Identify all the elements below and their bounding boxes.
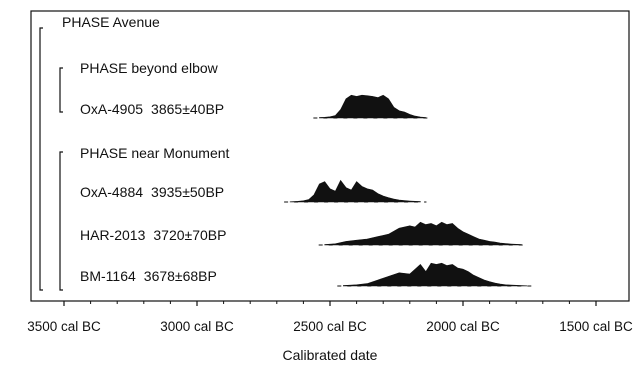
bracket-phase-near-monument (59, 151, 63, 291)
x-axis: 3500 cal BC 3000 cal BC 2500 cal BC 2000 ca… (27, 301, 633, 334)
x-axis-title: Calibrated date (283, 347, 378, 363)
bracket-phase-avenue (39, 27, 43, 291)
x-tick-label-1500: 1500 cal BC (559, 319, 633, 334)
sample-label-oxa-4884: OxA-4884 3935±50BP (80, 184, 224, 200)
group-label-phase-avenue: PHASE Avenue (62, 14, 160, 30)
sample-code-oxa-4905: OxA-4905 (80, 101, 143, 117)
group-label-phase-beyond-elbow: PHASE beyond elbow (80, 60, 219, 76)
x-tick-label-2500: 2500 cal BC (293, 319, 367, 334)
distribution-har-2013 (324, 221, 522, 246)
distribution-oxa-4905 (319, 94, 427, 119)
distribution-oxa-4884 (289, 179, 421, 203)
sample-age-har-2013: 3720±70BP (153, 227, 226, 243)
sample-code-bm-1164: BM-1164 (80, 268, 136, 284)
sample-label-bm-1164: BM-1164 3678±68BP (80, 268, 217, 284)
sample-age-bm-1164: 3678±68BP (144, 268, 217, 284)
probability-distributions (284, 94, 533, 287)
sample-label-oxa-4905: OxA-4905 3865±40BP (80, 101, 224, 117)
bracket-phase-beyond-elbow (59, 67, 63, 113)
sample-age-oxa-4905: 3865±40BP (151, 101, 224, 117)
phase-brackets (39, 27, 63, 291)
sample-age-oxa-4884: 3935±50BP (151, 184, 224, 200)
x-tick-label-3500: 3500 cal BC (27, 319, 101, 334)
x-tick-label-3000: 3000 cal BC (160, 319, 234, 334)
sample-code-oxa-4884: OxA-4884 (80, 184, 143, 200)
sample-label-har-2013: HAR-2013 3720±70BP (80, 227, 226, 243)
sample-code-har-2013: HAR-2013 (80, 227, 146, 243)
distribution-bm-1164 (343, 262, 528, 287)
group-label-phase-near-monument: PHASE near Monument (80, 145, 230, 161)
x-tick-label-2000: 2000 cal BC (426, 319, 500, 334)
